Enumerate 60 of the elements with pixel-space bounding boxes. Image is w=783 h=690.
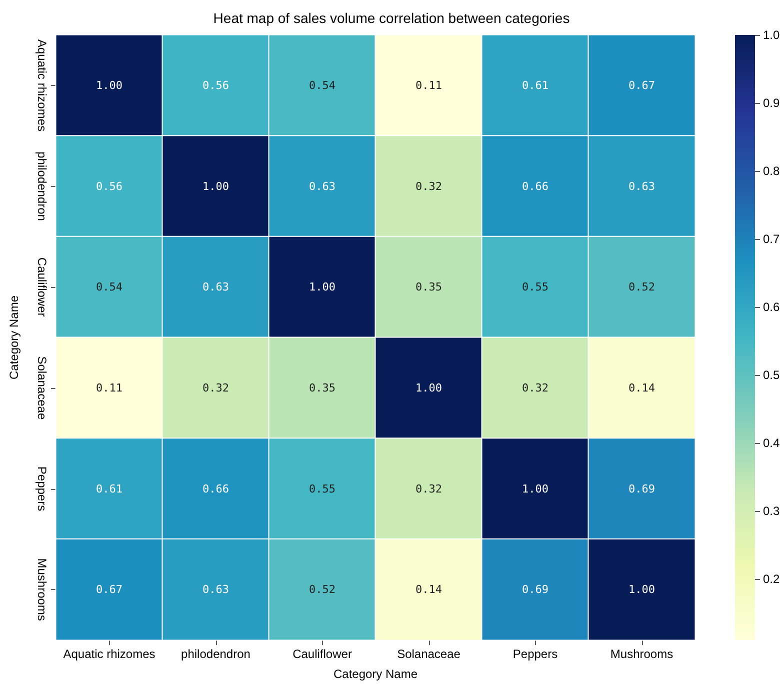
x-tick-label: Aquatic rhizomes	[63, 647, 156, 661]
color-bar-label: 0.6	[763, 300, 780, 314]
data-label: 0.35	[416, 280, 442, 294]
data-label: 0.69	[628, 482, 655, 496]
data-label: 0.67	[628, 78, 655, 92]
y-tick-label: Solanaceae	[35, 356, 49, 420]
color-bar-label: 1.0	[763, 28, 780, 42]
x-axis-title: Category Name	[333, 667, 418, 681]
y-tick-label: Aquatic rhizomes	[35, 39, 49, 132]
color-bar-label: 0.8	[763, 164, 780, 178]
data-label: 0.63	[202, 280, 229, 294]
data-label: 0.55	[522, 280, 548, 294]
x-tick-label: Mushrooms	[610, 647, 674, 661]
x-tick-label: Peppers	[512, 647, 558, 661]
data-label: 0.61	[522, 78, 548, 92]
data-label: 0.69	[522, 583, 548, 596]
data-label: 0.66	[202, 482, 229, 496]
data-label: 0.56	[202, 78, 229, 92]
color-bar-label: 0.2	[763, 572, 780, 586]
data-label: 0.14	[628, 381, 656, 394]
data-label: 0.61	[96, 482, 122, 496]
data-label: 0.32	[416, 180, 442, 193]
data-label: 1.00	[416, 381, 442, 394]
y-tick-label: philodendron	[35, 152, 49, 221]
data-label: 0.54	[309, 78, 336, 92]
chart-title: Heat map of sales volume correlation between categories	[213, 10, 570, 26]
data-label: 1.00	[522, 482, 548, 496]
data-label: 0.56	[96, 180, 122, 193]
data-label: 1.00	[309, 280, 336, 294]
color-bar-label: 0.5	[763, 368, 780, 382]
y-tick-label: Peppers	[35, 466, 49, 512]
data-label: 1.00	[628, 583, 655, 596]
data-label: 0.11	[416, 78, 442, 92]
color-bar-label: 0.3	[763, 504, 780, 518]
data-label: 0.67	[96, 583, 122, 596]
data-label: 0.32	[416, 482, 442, 496]
data-label: 0.66	[522, 180, 548, 193]
data-label: 0.54	[96, 280, 123, 294]
color-bar-label: 0.4	[763, 436, 780, 450]
color-bar-label: 0.9	[763, 96, 780, 110]
y-tick-label: Cauliflower	[35, 257, 49, 317]
data-label: 0.52	[309, 583, 336, 596]
x-tick-label: Cauliflower	[292, 647, 352, 661]
color-bar-label: 0.7	[763, 232, 780, 246]
y-axis-title: Category Name	[7, 295, 21, 380]
y-tick-label: Mushrooms	[35, 558, 49, 621]
data-label: 0.52	[628, 280, 655, 294]
data-label: 1.00	[96, 78, 122, 92]
data-label: 0.14	[416, 583, 442, 596]
data-label: 0.35	[309, 381, 336, 394]
data-label: 0.32	[522, 381, 548, 394]
data-label: 1.00	[202, 180, 229, 193]
data-label: 0.11	[96, 381, 122, 394]
data-label: 0.63	[202, 583, 229, 596]
x-tick-label: philodendron	[181, 647, 250, 661]
x-tick-label: Solanaceae	[397, 647, 461, 661]
data-label: 0.32	[202, 381, 229, 394]
data-label: 0.55	[309, 482, 336, 496]
data-label: 0.63	[309, 180, 336, 193]
data-label: 0.63	[628, 180, 655, 193]
